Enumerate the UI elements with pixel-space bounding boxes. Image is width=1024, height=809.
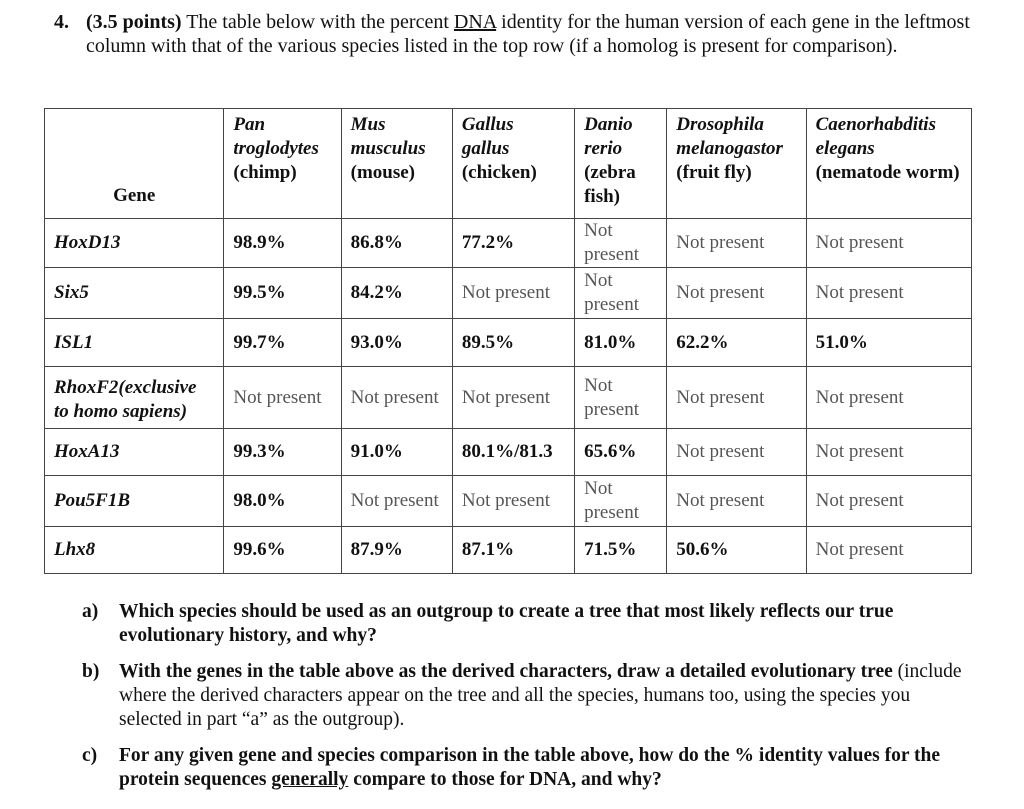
part-c-text-1: For any given gene and species compariso…: [119, 745, 940, 790]
species-common: (chicken): [461, 162, 537, 183]
identity-cell: Not present: [805, 526, 973, 574]
identity-cell: Not present: [574, 218, 668, 268]
species-name: Danio rerio: [584, 114, 633, 159]
identity-cell: Not present: [340, 366, 453, 429]
identity-cell: 99.6%: [223, 526, 342, 574]
species-name: Caenorhabditis elegans: [815, 114, 936, 159]
identity-cell: Not present: [666, 267, 807, 319]
species-header: Mus musculus (mouse): [340, 108, 453, 219]
table-row: RhoxF2(exclusive to homo sapiens) Not pr…: [43, 366, 973, 429]
species-name: Mus musculus: [350, 114, 426, 159]
identity-cell: 98.0%: [223, 475, 342, 527]
species-common: (fruit fly): [676, 162, 752, 183]
species-common: (nematode worm): [815, 162, 960, 183]
gene-name: Pou5F1B: [43, 475, 225, 527]
gene-name: HoxA13: [43, 428, 225, 476]
species-header: Drosophila melanogastor (fruit fly): [666, 108, 807, 219]
gene-name: Six5: [43, 267, 225, 319]
identity-cell: 77.2%: [451, 218, 576, 268]
identity-cell: 81.0%: [574, 318, 668, 367]
identity-cell: Not present: [805, 218, 973, 268]
question-dna-underlined: DNA: [453, 11, 497, 33]
gene-name: HoxD13: [43, 218, 225, 268]
identity-cell: 98.9%: [223, 218, 342, 268]
identity-cell: 80.1%/81.3: [451, 428, 576, 476]
species-common: (chimp): [233, 162, 297, 183]
table-row: Lhx8 99.6% 87.9% 87.1% 71.5% 50.6% Not p…: [43, 526, 973, 574]
identity-cell: Not present: [666, 366, 807, 429]
identity-cell: Not present: [805, 428, 973, 476]
part-label: c): [82, 745, 98, 766]
question-number: 4.: [54, 11, 69, 33]
identity-cell: 91.0%: [340, 428, 453, 476]
identity-cell: 71.5%: [574, 526, 668, 574]
species-name: Drosophila melanogastor: [676, 114, 783, 159]
identity-cell: Not present: [451, 475, 576, 527]
gene-name: RhoxF2(exclusive to homo sapiens): [43, 366, 225, 429]
question-text-after: identity for the human version of each g…: [86, 11, 970, 57]
question-header: 4. (3.5 points) The table below with the…: [54, 10, 974, 58]
species-common: (mouse): [350, 162, 416, 183]
dna-identity-table: Gene Pan troglodytes (chimp) Mus musculus…: [43, 108, 973, 574]
identity-cell: 50.6%: [666, 526, 807, 574]
table-row: HoxD13 98.9% 86.8% 77.2% Not present Not…: [43, 218, 973, 268]
table-row: Six5 99.5% 84.2% Not present Not present…: [43, 267, 973, 319]
table-row: ISL1 99.7% 93.0% 89.5% 81.0% 62.2% 51.0%: [43, 318, 973, 367]
identity-cell: Not present: [805, 475, 973, 527]
identity-cell: 99.5%: [223, 267, 342, 319]
part-c: c) For any given gene and species compar…: [82, 744, 962, 792]
species-name: Gallus gallus: [461, 114, 514, 159]
part-a-text: Which species should be used as an outgr…: [119, 601, 894, 646]
identity-cell: 84.2%: [340, 267, 453, 319]
table-row: Pou5F1B 98.0% Not present Not present No…: [43, 475, 973, 527]
table-header-row: Gene Pan troglodytes (chimp) Mus musculus…: [43, 108, 973, 219]
identity-cell: 86.8%: [340, 218, 453, 268]
question-text: (3.5 points) The table below with the pe…: [86, 10, 974, 58]
identity-cell: Not present: [223, 366, 342, 429]
identity-cell: Not present: [574, 366, 668, 429]
species-header: Caenorhabditis elegans (nematode worm): [805, 108, 973, 219]
identity-cell: Not present: [666, 428, 807, 476]
identity-cell: 65.6%: [574, 428, 668, 476]
identity-cell: Not present: [574, 267, 668, 319]
identity-cell: 87.9%: [340, 526, 453, 574]
table-row: HoxA13 99.3% 91.0% 80.1%/81.3 65.6% Not …: [43, 428, 973, 476]
part-b-text: (include where the derived characters ap…: [119, 661, 962, 730]
identity-cell: 93.0%: [340, 318, 453, 367]
gene-column-header: Gene: [43, 108, 225, 219]
identity-cell: 99.7%: [223, 318, 342, 367]
identity-cell: Not present: [666, 475, 807, 527]
identity-cell: 89.5%: [451, 318, 576, 367]
gene-name: Lhx8: [43, 526, 225, 574]
identity-cell: Not present: [666, 218, 807, 268]
part-b-bold-text: With the genes in the table above as the…: [119, 661, 893, 682]
gene-name: ISL1: [43, 318, 225, 367]
identity-cell: Not present: [451, 267, 576, 319]
question-points: (3.5 points): [86, 11, 182, 33]
identity-cell: 99.3%: [223, 428, 342, 476]
identity-cell: 87.1%: [451, 526, 576, 574]
species-header: Danio rerio (zebra fish): [574, 108, 668, 219]
identity-cell: 51.0%: [805, 318, 973, 367]
identity-cell: 62.2%: [666, 318, 807, 367]
identity-cell: Not present: [451, 366, 576, 429]
identity-cell: Not present: [340, 475, 453, 527]
part-label: a): [82, 601, 99, 622]
identity-cell: Not present: [805, 267, 973, 319]
species-name: Pan troglodytes: [233, 114, 319, 159]
question-parts: a) Which species should be used as an ou…: [82, 600, 962, 804]
species-header: Gallus gallus (chicken): [451, 108, 576, 219]
part-label: b): [82, 661, 100, 682]
question-text-before: The table below with the percent: [181, 11, 454, 33]
species-header: Pan troglodytes (chimp): [223, 108, 342, 219]
part-c-text-2: compare to those for DNA, and why?: [348, 769, 662, 790]
species-common: (zebra fish): [584, 162, 636, 207]
part-a: a) Which species should be used as an ou…: [82, 600, 962, 648]
part-c-underlined: generally: [271, 769, 349, 790]
part-b: b) With the genes in the table above as …: [82, 660, 962, 732]
identity-cell: Not present: [805, 366, 973, 429]
identity-cell: Not present: [574, 475, 668, 527]
